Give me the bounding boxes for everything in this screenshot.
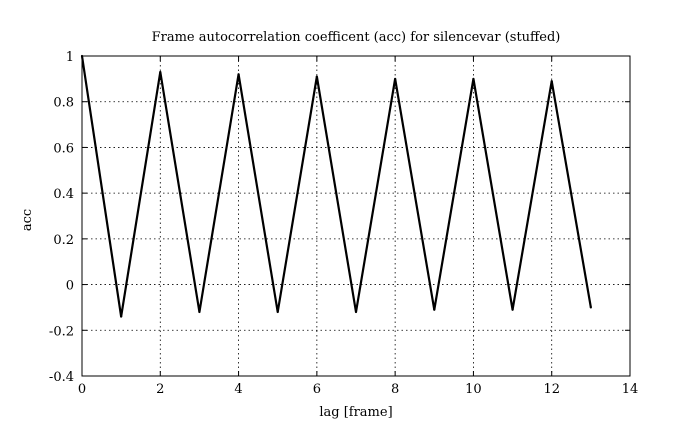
y-axis-label: acc	[20, 209, 35, 231]
chart-title: Frame autocorrelation coefficent (acc) f…	[152, 30, 561, 45]
x-tick-label: 14	[622, 382, 639, 397]
data-point	[198, 310, 201, 314]
y-tick-label: 0.8	[53, 96, 74, 111]
data-point	[354, 310, 358, 314]
y-tick-label: 0.4	[53, 187, 74, 202]
x-tick-label: 6	[313, 382, 321, 397]
data-point	[550, 80, 553, 83]
series-line	[80, 55, 592, 317]
y-tick-label: -0.2	[49, 324, 74, 339]
ticks: 0 2 4 6 8 10 12 14 -0.4 -0.2 0 0.2 0.4 0.6 0.8 1	[49, 50, 638, 397]
data-point	[159, 70, 162, 74]
series	[80, 54, 592, 318]
y-tick-label: 0	[66, 279, 74, 294]
y-tick-label: 1	[66, 50, 74, 65]
data-point	[511, 308, 514, 311]
plot-frame	[81, 55, 631, 377]
data-point	[315, 75, 318, 78]
y-tick-label: 0.2	[53, 233, 74, 248]
data-point	[589, 306, 592, 309]
y-tick-label: 0.6	[53, 141, 74, 156]
x-tick-label: 10	[465, 382, 482, 397]
x-axis-label: lag [frame]	[319, 405, 392, 420]
x-tick-label: 8	[391, 382, 399, 397]
x-tick-label: 4	[234, 382, 242, 397]
data-point	[120, 315, 123, 318]
data-point	[433, 308, 436, 311]
data-point	[237, 73, 240, 76]
x-tick-label: 12	[543, 382, 560, 397]
x-tick-label: 0	[78, 382, 86, 397]
data-point	[80, 54, 84, 58]
x-tick-label: 2	[156, 382, 164, 397]
data-point	[394, 77, 397, 80]
data-point	[276, 310, 279, 314]
data-point	[472, 77, 475, 80]
y-tick-label: -0.4	[49, 370, 74, 385]
